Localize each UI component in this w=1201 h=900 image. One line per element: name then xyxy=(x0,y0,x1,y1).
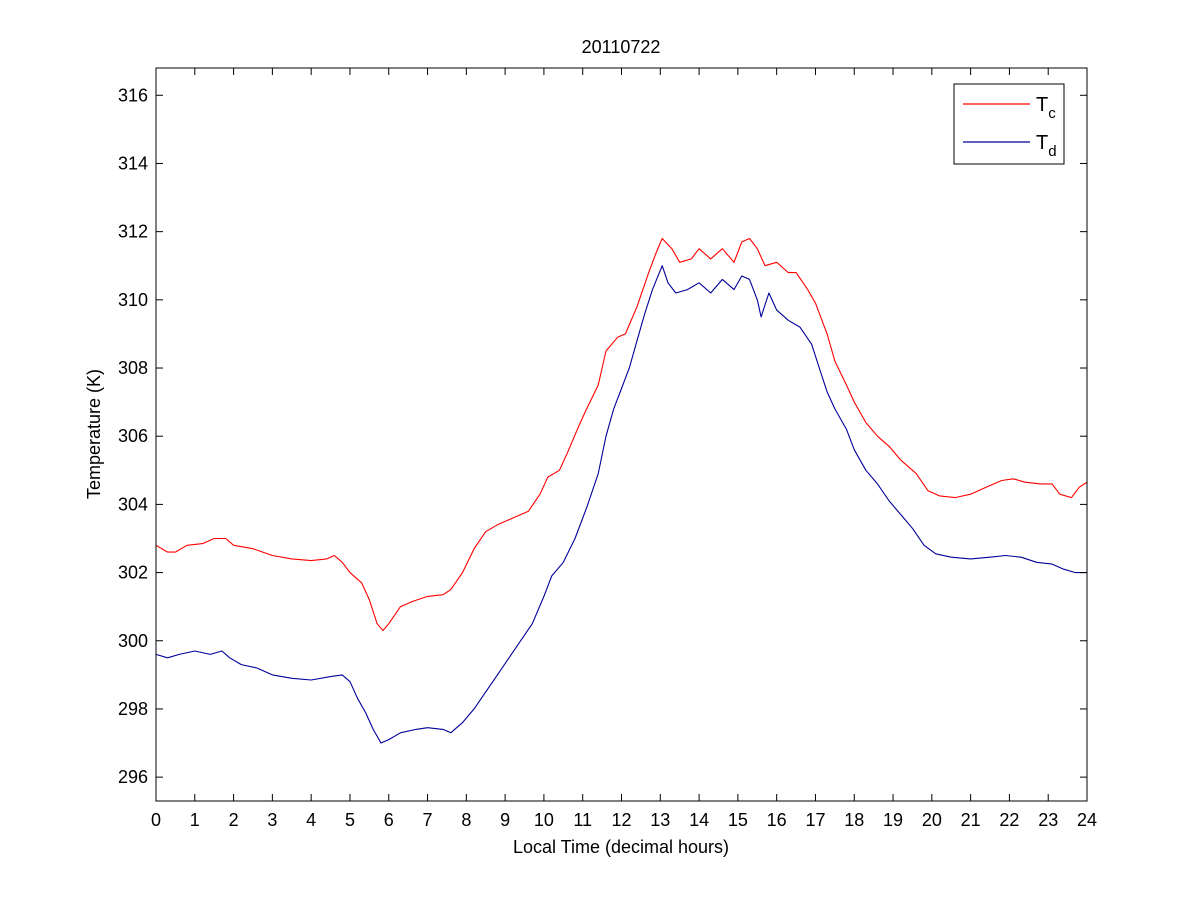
axis-ticks: 0 1 2 3 4 5 6 7 8 9 10 11 12 13 14 15 16 17 18 19 20 21 22 23 24… xyxy=(118,68,1097,830)
x-tick-label: 8 xyxy=(461,810,471,830)
x-tick-label: 6 xyxy=(384,810,394,830)
y-tick-label: 316 xyxy=(118,85,148,105)
x-tick-label: 21 xyxy=(961,810,981,830)
x-axis-title: Local Time (decimal hours) xyxy=(513,837,729,857)
x-tick-label: 11 xyxy=(573,810,592,830)
y-tick-label: 308 xyxy=(118,358,148,378)
x-tick-label: 14 xyxy=(689,810,709,830)
x-tick-label: 20 xyxy=(922,810,942,830)
x-tick-label: 9 xyxy=(500,810,510,830)
series-line-t-d xyxy=(155,265,1087,744)
y-tick-label: 296 xyxy=(118,767,148,787)
x-tick-label: 19 xyxy=(883,810,903,830)
x-tick-label: 15 xyxy=(728,810,748,830)
x-tick-label: 22 xyxy=(999,810,1019,830)
plot-area xyxy=(155,237,1088,744)
x-tick-label: 16 xyxy=(767,810,787,830)
legend-label-d: Td xyxy=(1036,132,1057,160)
x-tick-label: 0 xyxy=(151,810,161,830)
y-axis-title: Temperature (K) xyxy=(84,369,104,499)
x-tick-label: 17 xyxy=(805,810,825,830)
x-tick-label: 10 xyxy=(534,810,554,830)
y-tick-label: 302 xyxy=(118,563,148,583)
x-tick-label: 2 xyxy=(229,810,239,830)
x-tick-label: 13 xyxy=(650,810,670,830)
legend: Tc Td xyxy=(953,83,1065,165)
x-tick-label: 18 xyxy=(844,810,864,830)
plot-frame xyxy=(155,67,1088,802)
x-tick-label: 7 xyxy=(423,810,433,830)
y-tick-label: 304 xyxy=(118,494,148,514)
chart-title: 20110722 xyxy=(582,37,661,57)
series-line-t-c xyxy=(155,237,1088,632)
x-tick-label: 12 xyxy=(611,810,631,830)
x-tick-label: 5 xyxy=(345,810,355,830)
x-tick-label: 3 xyxy=(267,810,277,830)
y-tick-label: 312 xyxy=(118,222,148,242)
x-tick-label: 4 xyxy=(306,810,316,830)
y-tick-label: 300 xyxy=(118,631,148,651)
legend-box xyxy=(953,83,1065,165)
legend-label-c: Tc xyxy=(1036,94,1056,122)
x-tick-label: 24 xyxy=(1077,810,1097,830)
y-tick-label: 306 xyxy=(118,426,148,446)
x-tick-label: 23 xyxy=(1038,810,1058,830)
y-tick-label: 298 xyxy=(118,699,148,719)
x-tick-label: 1 xyxy=(190,810,200,830)
y-tick-label: 310 xyxy=(118,290,148,310)
y-tick-label: 314 xyxy=(118,153,148,173)
